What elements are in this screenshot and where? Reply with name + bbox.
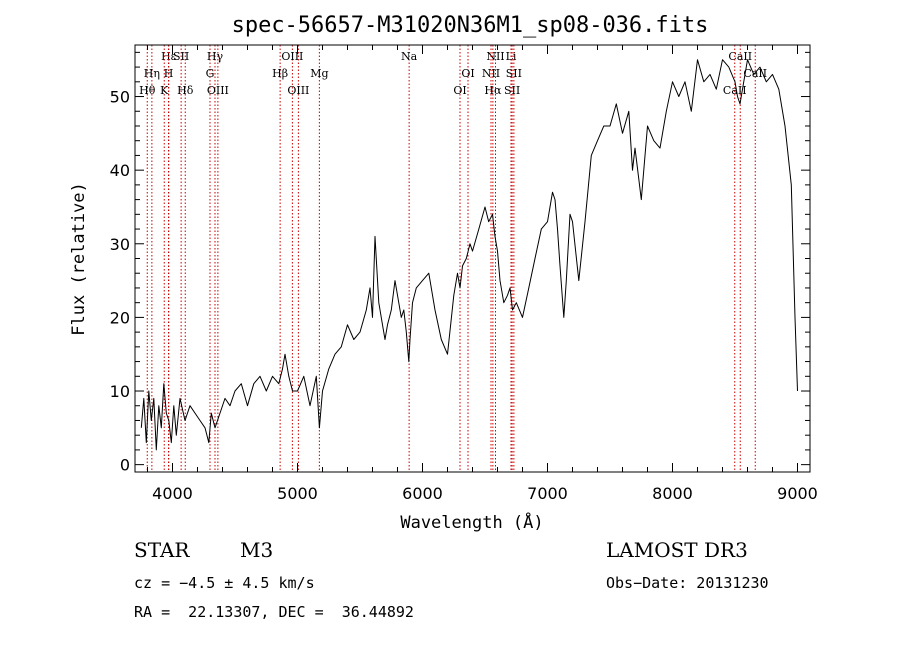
y-axis-ticks: 0 10 20 30 40 50 xyxy=(110,51,810,475)
line-label-11: Hβ xyxy=(272,67,288,80)
line-label-15: SII xyxy=(506,67,522,80)
line-label-14: NII xyxy=(482,67,500,80)
coordinates: RA = 22.13307, DEC = 36.44892 xyxy=(134,603,414,621)
y-tick-label: 30 xyxy=(110,235,130,254)
line-label-5: NII xyxy=(486,50,504,63)
y-axis-label: Flux (relative) xyxy=(69,182,89,336)
line-label-3: OIII xyxy=(281,50,303,63)
y-tick-label: 0 xyxy=(120,456,130,475)
y-tick-label: 40 xyxy=(110,161,130,180)
line-label-4: Na xyxy=(401,50,418,63)
line-label-9: H xyxy=(164,67,174,80)
line-label-23: Hα xyxy=(484,84,502,97)
redshift-velocity: cz = −4.5 ± 4.5 km/s xyxy=(134,574,315,592)
line-label-21: OIII xyxy=(287,84,309,97)
x-tick-label: 5000 xyxy=(277,484,318,503)
x-tick-label: 8000 xyxy=(652,484,693,503)
y-tick-label: 50 xyxy=(110,88,130,107)
line-label-16: CaII xyxy=(743,67,767,80)
x-tick-label: 6000 xyxy=(402,484,443,503)
line-label-20: OIII xyxy=(207,84,229,97)
x-axis-ticks: 4000 5000 6000 7000 8000 9000 xyxy=(147,45,818,503)
object-class: STAR xyxy=(134,538,190,562)
line-label-19: Hδ xyxy=(177,84,194,97)
object-subclass: M3 xyxy=(240,538,274,562)
line-label-18: K xyxy=(160,84,169,97)
flux-series xyxy=(140,59,798,451)
line-label-2: Hγ xyxy=(207,50,224,63)
flux-line xyxy=(140,59,798,451)
observation-date: Obs−Date: 20131230 xyxy=(606,574,769,592)
line-label-22: OI xyxy=(453,84,466,97)
x-tick-label: 4000 xyxy=(152,484,193,503)
line-label-24: SII xyxy=(504,84,520,97)
x-axis-label: Wavelength (Å) xyxy=(400,511,543,533)
line-label-25: CaII xyxy=(723,84,747,97)
y-tick-label: 20 xyxy=(110,308,130,327)
chart-title: spec-56657-M31020N36M1_sp08-036.fits xyxy=(232,13,709,38)
survey-name: LAMOST DR3 xyxy=(606,538,748,562)
line-label-10: G xyxy=(206,67,215,80)
line-label-6: Li xyxy=(506,50,517,63)
y-tick-label: 10 xyxy=(110,382,130,401)
line-label-13: OI xyxy=(461,67,474,80)
x-tick-label: 7000 xyxy=(527,484,568,503)
line-label-12: Mg xyxy=(310,67,328,80)
plot-frame xyxy=(134,44,811,473)
line-label-1: SII xyxy=(173,50,189,63)
line-label-8: Hη xyxy=(144,67,160,80)
line-label-17: Hθ xyxy=(139,84,156,97)
x-tick-label: 9000 xyxy=(777,484,818,503)
